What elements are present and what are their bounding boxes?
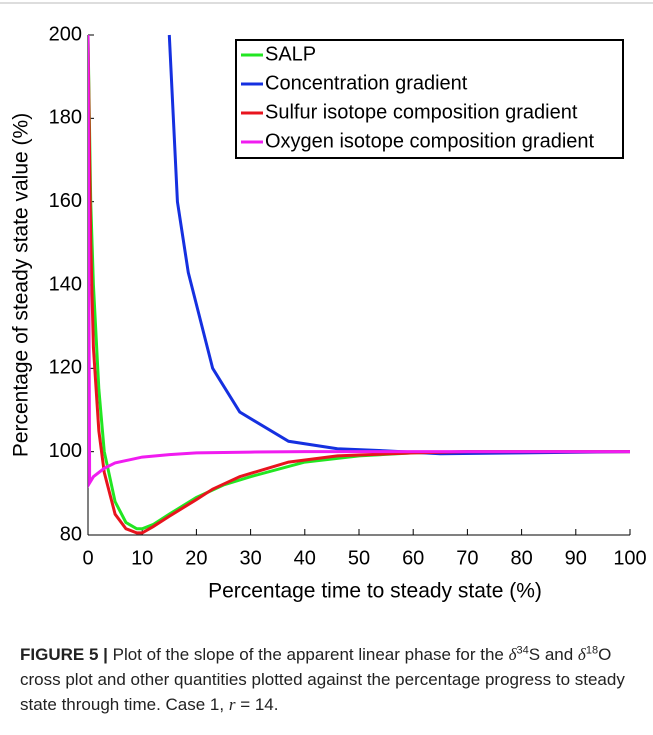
- y-tick-label: 200: [49, 23, 82, 45]
- caption-segment: δ: [508, 645, 517, 664]
- x-tick-label: 20: [185, 547, 207, 569]
- x-tick-label: 10: [131, 547, 153, 569]
- caption: FIGURE 5 | Plot of the slope of the appa…: [20, 642, 635, 717]
- x-tick-label: 40: [294, 547, 316, 569]
- legend-label: Oxygen isotope composition gradient: [265, 130, 595, 152]
- caption-segment: Plot of the slope of the apparent linear…: [107, 645, 509, 664]
- x-tick-label: 0: [82, 547, 93, 569]
- caption-segment: O cross plot and other quantities plotte…: [20, 645, 625, 714]
- legend-label: Sulfur isotope composition gradient: [265, 101, 578, 123]
- caption-segment: r: [228, 695, 236, 714]
- x-axis-label: Percentage time to steady state (%): [208, 580, 542, 603]
- x-tick-label: 80: [510, 547, 532, 569]
- series-line: [88, 34, 630, 535]
- y-tick-label: 100: [49, 440, 82, 462]
- x-tick-label: 70: [456, 547, 478, 569]
- caption-segment: 18: [585, 644, 599, 657]
- caption-segment: = 14.: [235, 695, 279, 714]
- y-axis-label: Percentage of steady state value (%): [10, 113, 33, 457]
- caption-segment: δ: [577, 645, 586, 664]
- y-tick-label: 80: [60, 523, 82, 545]
- chart: Percentage time to steady state (%) Perc…: [0, 2, 653, 603]
- y-tick-label: 160: [49, 190, 82, 212]
- legend-label: SALP: [265, 43, 316, 65]
- x-tick-label: 90: [565, 547, 587, 569]
- caption-segment: S and: [528, 645, 578, 664]
- y-tick-label: 140: [49, 273, 82, 295]
- legend-box: [235, 39, 624, 159]
- y-tick-label: 180: [49, 107, 82, 129]
- legend-label: Concentration gradient: [265, 72, 468, 94]
- x-tick-label: 100: [613, 547, 646, 569]
- y-tick-label: 120: [49, 357, 82, 379]
- x-tick-label: 50: [348, 547, 370, 569]
- series-line: [167, 34, 631, 456]
- series-line: [88, 34, 630, 489]
- x-tick-label: 30: [239, 547, 261, 569]
- caption-segment: FIGURE 5 |: [20, 645, 108, 664]
- x-tick-label: 60: [402, 547, 424, 569]
- caption-segment: 34: [516, 644, 529, 657]
